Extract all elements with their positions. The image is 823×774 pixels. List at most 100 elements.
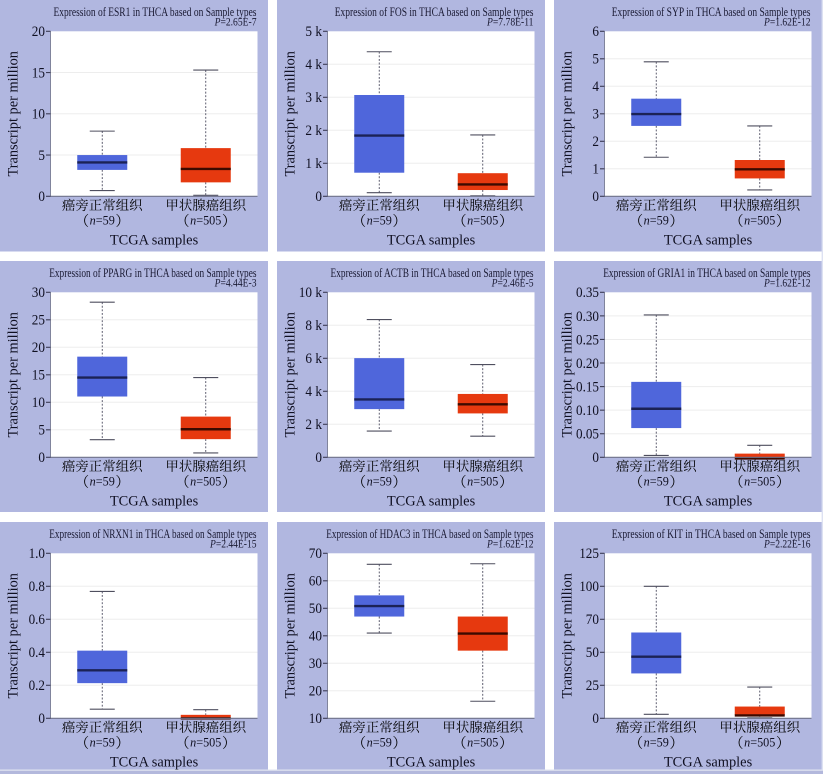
svg-text:70: 70 <box>586 612 599 628</box>
svg-text:TCGA samples: TCGA samples <box>110 755 199 771</box>
svg-text:Transcript per million: Transcript per million <box>283 311 299 437</box>
svg-text:Transcript per million: Transcript per million <box>560 572 576 698</box>
svg-text:TCGA samples: TCGA samples <box>110 233 199 249</box>
svg-text:0.05: 0.05 <box>576 427 599 443</box>
svg-text:P=2.46E-5: P=2.46E-5 <box>491 276 534 290</box>
svg-text:10: 10 <box>32 395 45 411</box>
svg-text:5: 5 <box>38 148 45 164</box>
svg-text:2 k: 2 k <box>305 417 322 433</box>
svg-text:1 k: 1 k <box>305 156 322 172</box>
svg-text:10 k: 10 k <box>299 285 323 301</box>
svg-text:4 k: 4 k <box>305 57 322 73</box>
svg-text:5: 5 <box>592 52 599 68</box>
svg-text:n=505: n=505 <box>190 736 221 750</box>
svg-text:Transcript per million: Transcript per million <box>283 50 299 176</box>
svg-text:10: 10 <box>309 711 322 727</box>
svg-text:0: 0 <box>592 189 599 205</box>
svg-text:0.4: 0.4 <box>29 645 46 661</box>
svg-text:Expression of ESR1 in THCA bas: Expression of ESR1 in THCA based on Samp… <box>54 5 257 19</box>
svg-text:TCGA samples: TCGA samples <box>387 755 476 771</box>
svg-text:Expression of SYP in THCA base: Expression of SYP in THCA based on Sampl… <box>612 5 811 19</box>
svg-text:0.20: 0.20 <box>576 356 599 372</box>
svg-text:P=4.44E-3: P=4.44E-3 <box>214 276 257 290</box>
svg-text:0: 0 <box>592 711 599 727</box>
svg-text:P=7.78E-11: P=7.78E-11 <box>486 15 533 29</box>
svg-text:0: 0 <box>315 450 322 466</box>
svg-text:TCGA samples: TCGA samples <box>664 755 753 771</box>
svg-text:TCGA samples: TCGA samples <box>664 233 753 249</box>
svg-text:P=2.65E-7: P=2.65E-7 <box>214 15 257 29</box>
svg-text:0: 0 <box>38 189 45 205</box>
svg-text:Expression of HDAC3 in THCA ba: Expression of HDAC3 in THCA based on Sam… <box>326 527 533 541</box>
svg-text:P=2.44E-15: P=2.44E-15 <box>209 537 256 551</box>
svg-text:30: 30 <box>32 285 45 301</box>
svg-text:5 k: 5 k <box>305 24 322 40</box>
svg-text:0.30: 0.30 <box>576 309 599 325</box>
svg-text:15: 15 <box>32 368 45 384</box>
svg-text:0.8: 0.8 <box>29 579 45 595</box>
svg-text:0.2: 0.2 <box>29 678 45 694</box>
svg-text:0: 0 <box>38 450 45 466</box>
svg-text:Expression of FOS in THCA base: Expression of FOS in THCA based on Sampl… <box>335 5 534 19</box>
svg-text:30: 30 <box>309 656 322 672</box>
svg-text:Transcript per million: Transcript per million <box>283 572 299 698</box>
svg-text:n=505: n=505 <box>744 475 775 489</box>
svg-text:n=59: n=59 <box>90 475 115 489</box>
svg-text:6: 6 <box>592 24 599 40</box>
svg-text:P=1.62E-12: P=1.62E-12 <box>486 537 533 551</box>
svg-text:n=505: n=505 <box>744 214 775 228</box>
svg-text:TCGA samples: TCGA samples <box>387 233 476 249</box>
svg-text:n=59: n=59 <box>644 736 669 750</box>
svg-text:Transcript per million: Transcript per million <box>6 572 22 698</box>
svg-text:4: 4 <box>592 79 599 95</box>
svg-text:n=59: n=59 <box>367 736 392 750</box>
svg-text:1.0: 1.0 <box>29 546 45 562</box>
svg-text:0.15: 0.15 <box>576 379 599 395</box>
svg-text:0.25: 0.25 <box>576 332 599 348</box>
svg-text:Transcript per million: Transcript per million <box>6 311 22 437</box>
svg-text:n=505: n=505 <box>467 214 498 228</box>
svg-text:n=59: n=59 <box>644 475 669 489</box>
svg-text:4 k: 4 k <box>305 384 322 400</box>
svg-text:40: 40 <box>309 629 322 645</box>
svg-text:50: 50 <box>586 645 599 661</box>
svg-text:P=1.62E-12: P=1.62E-12 <box>763 276 810 290</box>
svg-text:n=505: n=505 <box>467 736 498 750</box>
svg-text:60: 60 <box>309 574 322 590</box>
svg-text:2: 2 <box>592 134 599 150</box>
svg-text:TCGA samples: TCGA samples <box>387 494 476 510</box>
svg-text:n=505: n=505 <box>190 475 221 489</box>
svg-text:100: 100 <box>579 579 599 595</box>
svg-text:10: 10 <box>32 107 45 123</box>
svg-text:Expression of GRIA1 in THCA ba: Expression of GRIA1 in THCA based on Sam… <box>603 266 810 280</box>
svg-text:3 k: 3 k <box>305 90 322 106</box>
svg-text:20: 20 <box>32 24 45 40</box>
svg-text:n=59: n=59 <box>90 736 115 750</box>
svg-text:n=59: n=59 <box>90 214 115 228</box>
svg-text:25: 25 <box>586 678 599 694</box>
svg-text:n=505: n=505 <box>190 214 221 228</box>
svg-text:n=505: n=505 <box>467 475 498 489</box>
svg-text:Transcript per million: Transcript per million <box>560 311 576 437</box>
svg-text:TCGA samples: TCGA samples <box>110 494 199 510</box>
svg-text:Expression of NRXN1 in THCA ba: Expression of NRXN1 in THCA based on Sam… <box>49 527 256 541</box>
svg-text:n=59: n=59 <box>644 214 669 228</box>
svg-text:n=59: n=59 <box>367 475 392 489</box>
svg-text:n=505: n=505 <box>744 736 775 750</box>
svg-text:TCGA samples: TCGA samples <box>664 494 753 510</box>
svg-text:20: 20 <box>309 684 322 700</box>
svg-text:2 k: 2 k <box>305 123 322 139</box>
svg-text:Expression of ACTB in THCA bas: Expression of ACTB in THCA based on Samp… <box>331 266 534 280</box>
svg-text:0.35: 0.35 <box>576 285 599 301</box>
svg-text:0.6: 0.6 <box>29 612 45 628</box>
svg-text:3: 3 <box>592 107 599 123</box>
svg-text:8 k: 8 k <box>305 318 322 334</box>
svg-text:6 k: 6 k <box>305 351 322 367</box>
svg-text:Transcript per million: Transcript per million <box>6 50 22 176</box>
svg-text:1: 1 <box>592 162 599 178</box>
svg-text:Expression of KIT in THCA base: Expression of KIT in THCA based on Sampl… <box>612 527 811 541</box>
svg-text:125: 125 <box>579 546 599 562</box>
svg-text:n=59: n=59 <box>367 214 392 228</box>
svg-text:0: 0 <box>315 189 322 205</box>
svg-text:0: 0 <box>38 711 45 727</box>
